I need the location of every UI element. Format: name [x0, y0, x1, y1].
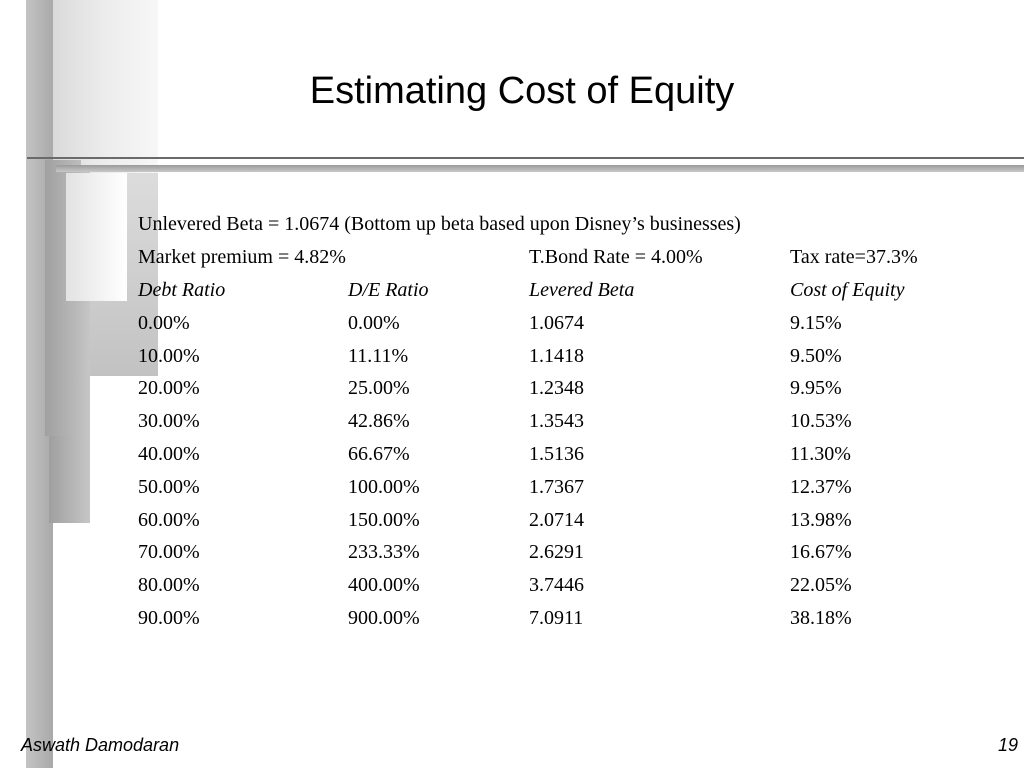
table-cell: 150.00% — [348, 508, 420, 531]
table-cell: 9.95% — [790, 377, 842, 400]
table-cell: 7.0911 — [529, 607, 584, 629]
table-cell: 0.00% — [348, 311, 400, 334]
table-cell: 66.67% — [348, 443, 410, 465]
market-premium-text: Market premium = 4.82% — [138, 246, 346, 268]
table-cell: 25.00% — [348, 377, 410, 400]
tbond-rate-text: T.Bond Rate = 4.00% — [529, 246, 703, 268]
table-cell: 9.15% — [790, 311, 842, 334]
slide-title: Estimating Cost of Equity — [309, 70, 735, 112]
table-header: Debt Ratio — [138, 279, 226, 301]
page-number: 19 — [997, 735, 1018, 755]
table-cell: 1.7367 — [529, 475, 584, 498]
table-cell: 11.30% — [790, 443, 851, 465]
table-cell: 16.67% — [790, 541, 852, 564]
table-cell: 70.00% — [138, 541, 200, 564]
table-cell: 9.50% — [790, 344, 842, 367]
table-cell: 400.00% — [348, 574, 420, 597]
table-cell: 20.00% — [138, 377, 200, 400]
table-cell: 0.00% — [138, 311, 190, 334]
table-header: D/E Ratio — [348, 279, 429, 301]
table-header: Cost of Equity — [790, 279, 905, 301]
table-cell: 2.6291 — [529, 541, 584, 564]
table-cell: 90.00% — [138, 607, 200, 629]
table-cell: 10.00% — [138, 344, 200, 367]
table-cell: 38.18% — [790, 607, 852, 629]
table-cell: 1.2348 — [529, 377, 584, 400]
table-cell: 2.0714 — [529, 508, 584, 531]
table-cell: 100.00% — [348, 475, 420, 498]
tax-rate-text: Tax rate=37.3% — [790, 246, 918, 268]
table-cell: 1.5136 — [529, 443, 584, 465]
table-cell: 11.11% — [348, 344, 409, 367]
table-header: Levered Beta — [529, 279, 635, 301]
footer-author: Aswath Damodaran — [21, 735, 180, 755]
table-cell: 3.7446 — [529, 574, 584, 597]
table-cell: 13.98% — [790, 508, 852, 531]
table-cell: 30.00% — [138, 410, 200, 433]
table-cell: 1.0674 — [529, 311, 584, 334]
table-cell: 10.53% — [790, 410, 852, 433]
table-cell: 42.86% — [348, 410, 410, 433]
table-cell: 60.00% — [138, 508, 200, 531]
table-cell: 233.33% — [348, 541, 420, 564]
table-cell: 12.37% — [790, 475, 852, 498]
title-divider — [27, 157, 1024, 159]
table-cell: 80.00% — [138, 574, 200, 597]
title-divider-shadow — [56, 165, 1024, 172]
decorative-bar — [66, 173, 127, 301]
unlevered-beta-text: Unlevered Beta = 1.0674 (Bottom up beta … — [138, 213, 741, 235]
table-cell: 1.3543 — [529, 410, 584, 433]
table-cell: 22.05% — [790, 574, 852, 597]
table-cell: 1.1418 — [529, 344, 584, 367]
table-cell: 40.00% — [138, 443, 200, 465]
table-cell: 50.00% — [138, 475, 200, 498]
table-cell: 900.00% — [348, 607, 420, 629]
